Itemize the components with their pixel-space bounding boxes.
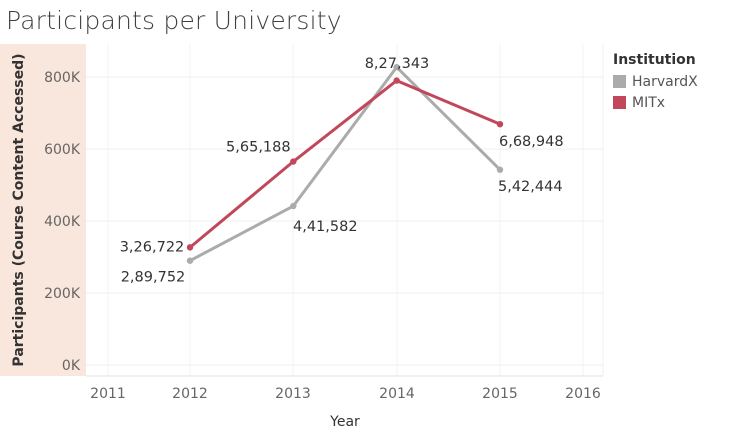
y-tick-label: 600K (44, 142, 81, 158)
y-axis-band (0, 44, 86, 376)
data-point-mitx (186, 244, 194, 251)
legend-item-mitx[interactable]: MITx (613, 92, 698, 113)
series-line-mitx (188, 79, 502, 249)
series-line-harvardx (188, 65, 502, 263)
data-label-mitx: 6,68,948 (499, 134, 564, 150)
data-label-harvardx: 8,27,343 (365, 56, 430, 72)
x-tick-label: 2015 (482, 386, 518, 402)
x-tick-label: 2011 (90, 386, 126, 402)
data-label-harvardx: 2,89,752 (121, 270, 186, 286)
data-label-mitx: 5,65,188 (226, 140, 291, 156)
x-tick-label: 2013 (275, 386, 311, 402)
data-point-mitx (393, 77, 400, 84)
data-point-harvardx (186, 257, 194, 264)
y-axis-title: Participants (Course Content Accessed) (11, 53, 27, 366)
legend: Institution HarvardX MITx (613, 52, 698, 113)
y-tick-label: 400K (44, 214, 81, 230)
y-tick-label: 0K (62, 358, 81, 374)
x-axis-title: Year (329, 414, 360, 430)
chart-title: Participants per University (6, 6, 342, 35)
data-label-mitx: 3,26,722 (120, 239, 185, 255)
data-point-harvardx (496, 166, 504, 173)
legend-label-harvardx: HarvardX (632, 73, 698, 90)
x-tick-label: 2014 (379, 386, 415, 402)
data-point-mitx (290, 158, 297, 165)
data-point-harvardx (290, 202, 297, 210)
legend-swatch-harvardx (613, 75, 626, 88)
x-tick-label: 2016 (565, 386, 601, 402)
data-label-harvardx: 5,42,444 (498, 179, 563, 195)
y-tick-label: 200K (44, 286, 81, 302)
legend-label-mitx: MITx (632, 94, 666, 111)
data-label-harvardx: 4,41,582 (293, 219, 358, 235)
legend-item-harvardx[interactable]: HarvardX (613, 71, 698, 92)
legend-title: Institution (613, 52, 696, 68)
x-tick-label: 2012 (172, 386, 208, 402)
data-point-harvardx (393, 63, 400, 71)
data-point-mitx (496, 120, 504, 128)
y-tick-label: 800K (44, 70, 81, 86)
legend-swatch-mitx (613, 96, 626, 109)
